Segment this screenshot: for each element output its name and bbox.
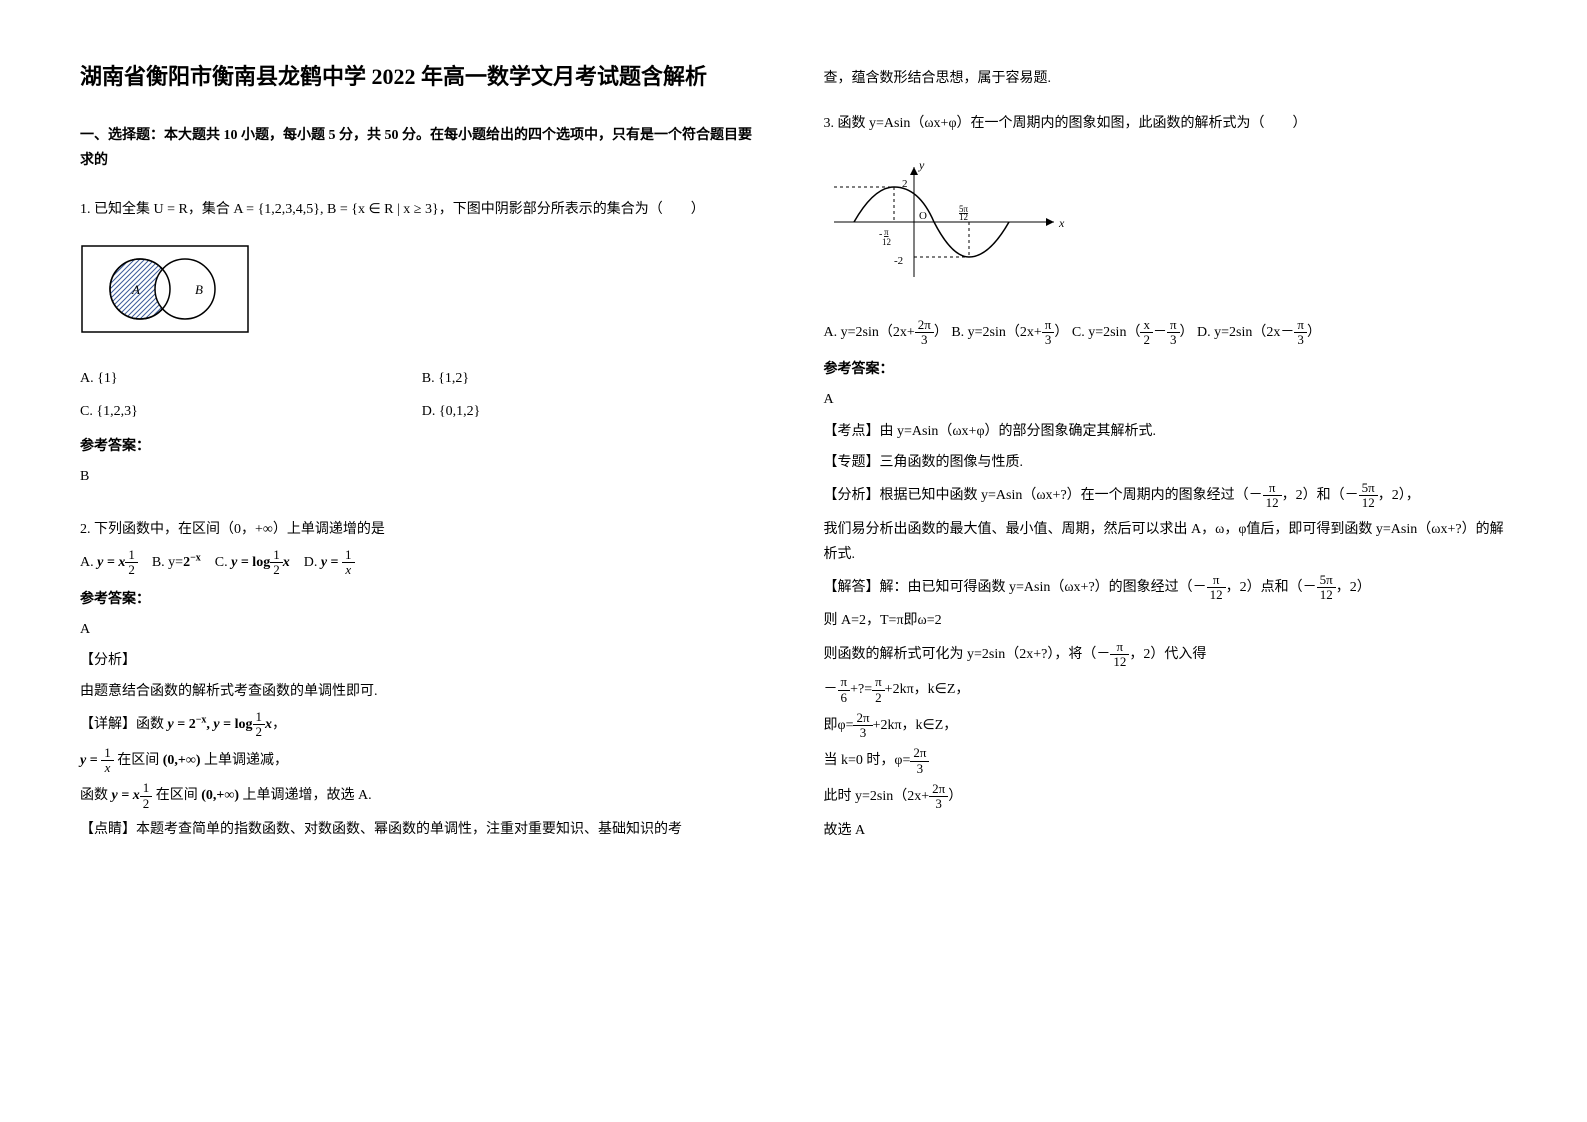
q1-optD: D. {0,1,2}	[422, 399, 764, 424]
q3-jieda-1: 【解答】解：由已知可得函数 y=Asin（ωx+?）的图象经过（－π12，2）点…	[824, 573, 1508, 603]
q3-kaodian: 【考点】由 y=Asin（ωx+φ）的部分图象确定其解析式.	[824, 419, 1508, 444]
q3-jieda-6: 当 k=0 时，φ=2π3	[824, 746, 1508, 776]
q1-optB: B. {1,2}	[422, 366, 764, 391]
q3-options: A. y=2sin（2x+2π3） B. y=2sin（2x+π3） C. y=…	[824, 318, 1508, 348]
q3-jieda-7: 此时 y=2sin（2x+2π3）	[824, 782, 1508, 812]
q3-fenxi-1: 【分析】根据已知中函数 y=Asin（ωx+?）在一个周期内的图象经过（－π12…	[824, 481, 1508, 511]
q2-analysis-1: 由题意结合函数的解析式考查函数的单调性即可.	[80, 679, 764, 704]
q2-optD-formula: y = 1x	[321, 555, 355, 570]
q2-detail-formula-3: y = x12	[112, 788, 153, 803]
q3-jieda-3: 则函数的解析式可化为 y=2sin（2x+?），将（－π12，2）代入得	[824, 640, 1508, 670]
q3-jieda-2: 则 A=2，T=π即ω=2	[824, 608, 1508, 633]
q3-stem: 3. 函数 y=Asin（ωx+φ）在一个周期内的图象如图，此函数的解析式为（ …	[824, 111, 1508, 136]
venn-diagram: A B	[80, 244, 250, 334]
q3-answer-label: 参考答案：	[824, 357, 1508, 382]
q1-answer-label: 参考答案：	[80, 434, 764, 459]
q3-jieda-8: 故选 A	[824, 818, 1508, 843]
svg-text:12: 12	[959, 212, 968, 222]
sine-graph: x y O 2 -2 - π 12 5π 12	[824, 157, 1074, 287]
q3-answer: A	[824, 387, 1508, 412]
q2-analysis-tag: 【分析】	[80, 648, 764, 673]
q1-stem: 1. 已知全集 U = R，集合 A = {1,2,3,4,5}, B = {x…	[80, 197, 764, 222]
q2-stem: 2. 下列函数中，在区间（0，+∞）上单调递增的是	[80, 517, 764, 542]
q2-detail-formula-2: y = 1x	[80, 753, 114, 768]
q3-jieda-5: 即φ=2π3+2kπ，k∈Z，	[824, 711, 1508, 741]
svg-text:π: π	[884, 227, 889, 237]
q1-answer: B	[80, 464, 764, 489]
q2-optA-formula: y = x12	[97, 555, 138, 570]
q2-detail-formula-1: y = 2−x, y = log12x	[168, 717, 273, 732]
svg-text:y: y	[918, 158, 925, 172]
right-column: 查，蕴含数形结合思想，属于容易题. 3. 函数 y=Asin（ωx+φ）在一个周…	[824, 60, 1508, 1062]
q1-optC: C. {1,2,3}	[80, 399, 422, 424]
q3-fenxi-2: 我们易分析出函数的最大值、最小值、周期，然后可以求出 A，ω，φ值后，即可得到函…	[824, 517, 1508, 567]
q3-jieda-4: －π6+?=π2+2kπ，k∈Z，	[824, 675, 1508, 705]
interval-1: (0,+∞)	[163, 753, 201, 768]
question-1: 1. 已知全集 U = R，集合 A = {1,2,3,4,5}, B = {x…	[80, 191, 764, 494]
left-column: 湖南省衡阳市衡南县龙鹤中学 2022 年高一数学文月考试题含解析 一、选择题：本…	[80, 60, 764, 1062]
q1-optA: A. {1}	[80, 366, 422, 391]
section-heading: 一、选择题：本大题共 10 小题，每小题 5 分，共 50 分。在每小题给出的四…	[80, 123, 764, 173]
q2-answer: A	[80, 617, 764, 642]
svg-text:-2: -2	[894, 255, 903, 267]
q2-answer-label: 参考答案：	[80, 587, 764, 612]
q3-zhuanti: 【专题】三角函数的图像与性质.	[824, 450, 1508, 475]
interval-2: (0,+∞)	[201, 788, 239, 803]
q1-options-row2: C. {1,2,3} D. {0,1,2}	[80, 399, 764, 424]
q2-options: A. y = x12 B. y=2−x C. y = log12x D. y =…	[80, 548, 764, 578]
venn-label-a: A	[131, 282, 140, 297]
q2-detail-3: 函数 y = x12 在区间 (0,+∞) 上单调递增，故选 A.	[80, 781, 764, 811]
q1-options-row1: A. {1} B. {1,2}	[80, 366, 764, 391]
page-title: 湖南省衡阳市衡南县龙鹤中学 2022 年高一数学文月考试题含解析	[80, 60, 764, 93]
q2-optB-formula: 2−x	[183, 555, 201, 570]
q2-detail-2: y = 1x 在区间 (0,+∞) 上单调递减，	[80, 746, 764, 776]
q2-detail-1: 【详解】函数 y = 2−x, y = log12x，	[80, 710, 764, 740]
svg-text:x: x	[1058, 216, 1065, 230]
q2-comment: 【点睛】本题考查简单的指数函数、对数函数、幂函数的单调性，注重对重要知识、基础知…	[80, 817, 764, 842]
question-2: 2. 下列函数中，在区间（0，+∞）上单调递增的是 A. y = x12 B. …	[80, 511, 764, 849]
q2-optC-formula: y = log12x	[231, 555, 290, 570]
svg-text:O: O	[919, 210, 927, 222]
q3-final-formula: y=2sin（2x+2π3）	[855, 789, 962, 804]
col2-continuation: 查，蕴含数形结合思想，属于容易题.	[824, 66, 1508, 91]
venn-label-b: B	[195, 282, 203, 297]
question-3: 3. 函数 y=Asin（ωx+φ）在一个周期内的图象如图，此函数的解析式为（ …	[824, 105, 1508, 849]
svg-text:12: 12	[882, 237, 891, 247]
